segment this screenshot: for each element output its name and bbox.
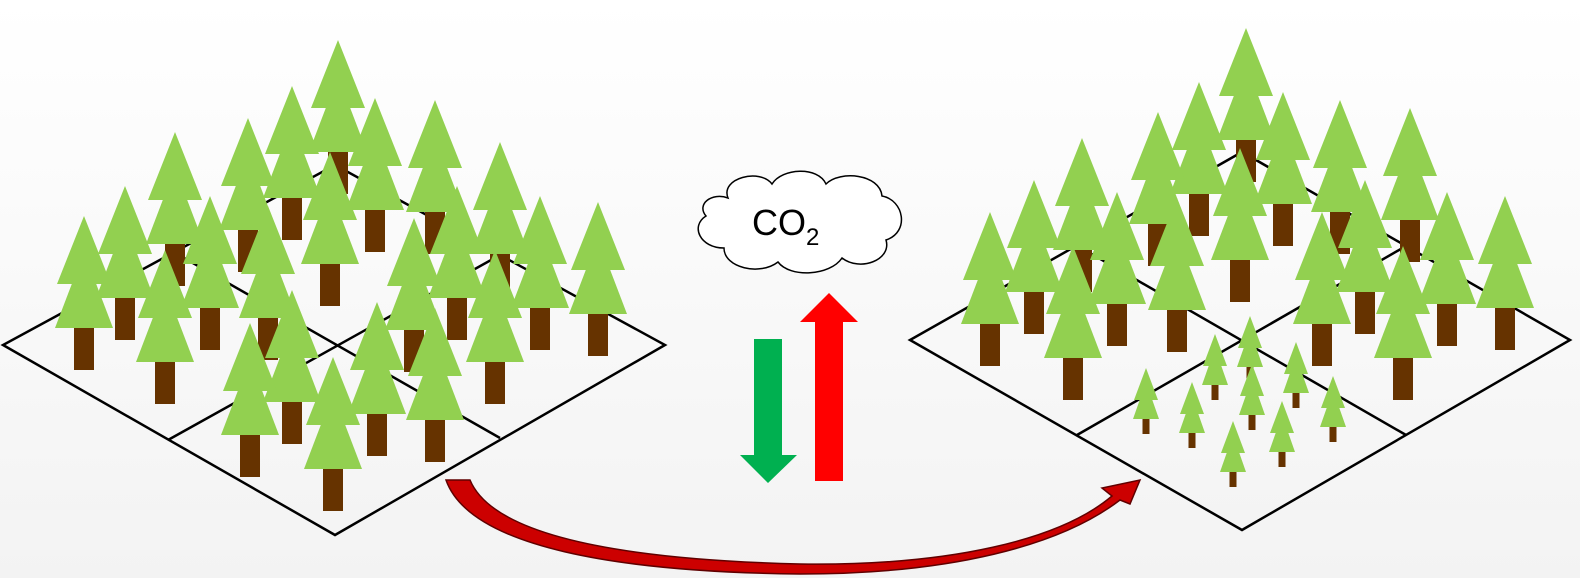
arrow-up-icon xyxy=(800,293,858,481)
sapling-icon xyxy=(1269,401,1295,467)
cloud-subscript: 2 xyxy=(806,224,819,251)
sapling-icon xyxy=(1320,376,1346,442)
cloud-icon xyxy=(697,170,903,274)
sapling-icon xyxy=(1179,382,1205,448)
arrow-down-icon xyxy=(740,339,797,483)
tree-icon xyxy=(309,40,367,194)
tree-icon xyxy=(304,357,362,511)
tree-icon xyxy=(136,250,194,404)
sapling-icon xyxy=(1202,334,1228,400)
tree-icon xyxy=(1476,196,1534,350)
sapling-icon xyxy=(1239,364,1265,430)
curved-arrow-icon xyxy=(444,478,1142,575)
tree-icon xyxy=(569,202,627,356)
cloud-label: CO2 xyxy=(752,202,819,251)
co2-cloud: CO2 xyxy=(697,170,903,274)
sapling-icon xyxy=(1220,421,1246,487)
tree-icon xyxy=(511,196,569,350)
sapling-icon xyxy=(1283,342,1309,408)
left-forest-trees xyxy=(55,40,627,511)
tree-icon xyxy=(1211,148,1269,302)
